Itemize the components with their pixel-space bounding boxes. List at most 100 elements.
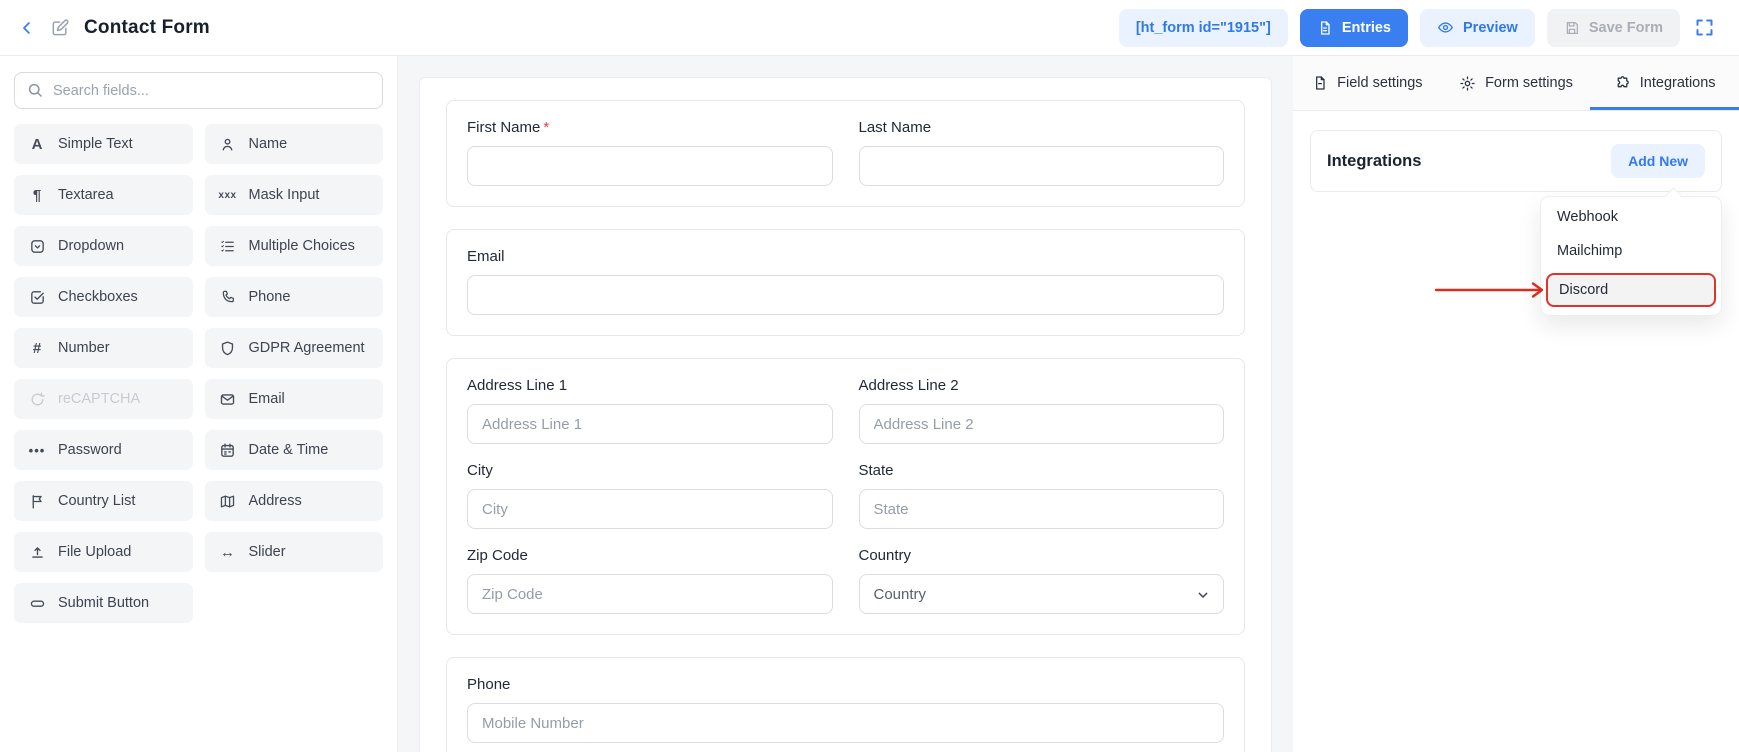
integrations-panel-body: Integrations Add New Webhook Mailchimp D… bbox=[1293, 111, 1739, 315]
country-select[interactable]: Country bbox=[858, 574, 1224, 614]
field-type-multiple-choices[interactable]: Multiple Choices bbox=[204, 226, 383, 266]
menu-item-discord-label: Discord bbox=[1559, 282, 1609, 298]
field-type-label: Dropdown bbox=[58, 238, 125, 254]
address-line2-label: Address Line 2 bbox=[858, 377, 959, 394]
integrations-title: Integrations bbox=[1327, 151, 1422, 170]
field-type-phone[interactable]: Phone bbox=[204, 277, 383, 317]
field-type-dropdown[interactable]: Dropdown bbox=[14, 226, 193, 266]
document-icon bbox=[1320, 20, 1330, 35]
zip-input[interactable] bbox=[467, 574, 833, 614]
field-type-slider[interactable]: ↔ Slider bbox=[204, 532, 383, 572]
field-type-gdpr[interactable]: GDPR Agreement bbox=[204, 328, 383, 368]
email-input[interactable] bbox=[467, 275, 1224, 315]
country-label: Country bbox=[858, 547, 912, 564]
address-line2-input[interactable] bbox=[858, 404, 1224, 444]
search-fields bbox=[14, 72, 383, 109]
phone-icon bbox=[218, 289, 238, 305]
entries-label: Entries bbox=[1341, 19, 1392, 36]
tab-field-settings[interactable]: Field settings bbox=[1293, 56, 1442, 110]
add-new-button[interactable]: Add New bbox=[1611, 144, 1705, 178]
save-form-label: Save Form bbox=[1588, 19, 1663, 36]
city-input[interactable] bbox=[467, 489, 833, 529]
gear-icon bbox=[1459, 75, 1476, 92]
zip-field: Zip Code bbox=[467, 547, 833, 614]
city-field: City bbox=[467, 462, 833, 529]
field-type-password[interactable]: ••• Password bbox=[14, 430, 193, 470]
field-type-label: Address bbox=[248, 493, 302, 509]
email-field-group[interactable]: Email bbox=[446, 229, 1245, 336]
menu-item-discord[interactable]: Discord bbox=[1434, 273, 1716, 307]
phone-field-group[interactable]: Phone bbox=[446, 657, 1245, 752]
back-button[interactable] bbox=[18, 19, 36, 37]
annotation-arrow bbox=[1434, 281, 1546, 299]
tab-form-settings[interactable]: Form settings bbox=[1442, 56, 1591, 110]
shield-icon bbox=[218, 340, 238, 357]
field-type-label: GDPR Agreement bbox=[248, 340, 365, 356]
field-type-country-list[interactable]: Country List bbox=[14, 481, 193, 521]
field-type-address[interactable]: Address bbox=[204, 481, 383, 521]
shortcode-chip[interactable]: [ht_form id="1915"] bbox=[1118, 8, 1288, 47]
city-label: City bbox=[467, 462, 493, 479]
phone-field: Phone bbox=[467, 676, 1224, 743]
phone-input[interactable] bbox=[467, 703, 1224, 743]
form-preview-card: First Name * Last Name Email Address Line bbox=[419, 77, 1272, 752]
checkbox-icon bbox=[27, 289, 47, 306]
field-type-file-upload[interactable]: File Upload bbox=[14, 532, 193, 572]
map-icon bbox=[218, 493, 238, 510]
address-line1-field: Address Line 1 bbox=[467, 377, 833, 444]
field-type-label: Slider bbox=[248, 544, 286, 560]
edit-title-icon[interactable] bbox=[50, 18, 70, 38]
country-selected-value: Country bbox=[873, 585, 927, 603]
field-type-submit-button[interactable]: Submit Button bbox=[14, 583, 193, 623]
email-label: Email bbox=[467, 248, 505, 265]
name-field-group[interactable]: First Name * Last Name bbox=[446, 100, 1245, 207]
last-name-input[interactable] bbox=[858, 146, 1224, 186]
field-type-simple-text[interactable]: A Simple Text bbox=[14, 124, 193, 164]
menu-item-webhook[interactable]: Webhook bbox=[1557, 209, 1618, 225]
field-type-label: Mask Input bbox=[248, 187, 320, 203]
field-type-label: Checkboxes bbox=[58, 289, 138, 305]
field-type-name[interactable]: Name bbox=[204, 124, 383, 164]
field-type-checkboxes[interactable]: Checkboxes bbox=[14, 277, 193, 317]
upload-icon bbox=[27, 544, 47, 561]
field-palette-sidebar: A Simple Text Name ¶ Textarea xxx Mask I… bbox=[0, 56, 398, 752]
save-form-button[interactable]: Save Form bbox=[1546, 8, 1680, 47]
phone-label: Phone bbox=[467, 676, 511, 693]
entries-button[interactable]: Entries bbox=[1299, 8, 1409, 47]
settings-panel: Field settings Form settings Integration… bbox=[1293, 56, 1739, 752]
address-field-group[interactable]: Address Line 1 Address Line 2 City State bbox=[446, 358, 1245, 635]
field-type-label: reCAPTCHA bbox=[58, 391, 141, 407]
shortcode-text: [ht_form id="1915"] bbox=[1135, 19, 1271, 36]
puzzle-icon bbox=[1614, 75, 1631, 92]
preview-button[interactable]: Preview bbox=[1420, 8, 1535, 47]
field-type-email[interactable]: Email bbox=[204, 379, 383, 419]
password-icon: ••• bbox=[28, 442, 46, 458]
field-type-label: File Upload bbox=[58, 544, 132, 560]
expand-icon bbox=[1696, 19, 1713, 36]
menu-item-mailchimp[interactable]: Mailchimp bbox=[1557, 243, 1623, 259]
multiple-choices-icon bbox=[218, 238, 238, 255]
preview-label: Preview bbox=[1463, 19, 1518, 36]
mask-input-icon: xxx bbox=[218, 189, 237, 201]
field-type-grid: A Simple Text Name ¶ Textarea xxx Mask I… bbox=[14, 124, 383, 623]
envelope-icon bbox=[218, 391, 238, 408]
field-type-number[interactable]: # Number bbox=[14, 328, 193, 368]
state-input[interactable] bbox=[858, 489, 1224, 529]
field-type-mask-input[interactable]: xxx Mask Input bbox=[204, 175, 383, 215]
textarea-icon: ¶ bbox=[32, 186, 42, 204]
required-asterisk: * bbox=[543, 119, 550, 136]
field-type-textarea[interactable]: ¶ Textarea bbox=[14, 175, 193, 215]
search-icon bbox=[26, 81, 44, 99]
search-fields-input[interactable] bbox=[14, 72, 383, 109]
state-label: State bbox=[858, 462, 894, 479]
first-name-input[interactable] bbox=[467, 146, 833, 186]
address-line1-input[interactable] bbox=[467, 404, 833, 444]
zip-label: Zip Code bbox=[467, 547, 528, 564]
field-type-label: Simple Text bbox=[58, 136, 133, 152]
field-type-label: Submit Button bbox=[58, 595, 150, 611]
fullscreen-button[interactable] bbox=[1692, 17, 1717, 38]
field-type-datetime[interactable]: Date & Time bbox=[204, 430, 383, 470]
tab-integrations[interactable]: Integrations bbox=[1590, 56, 1739, 110]
chevron-left-icon bbox=[23, 21, 30, 34]
number-icon: # bbox=[32, 339, 42, 357]
